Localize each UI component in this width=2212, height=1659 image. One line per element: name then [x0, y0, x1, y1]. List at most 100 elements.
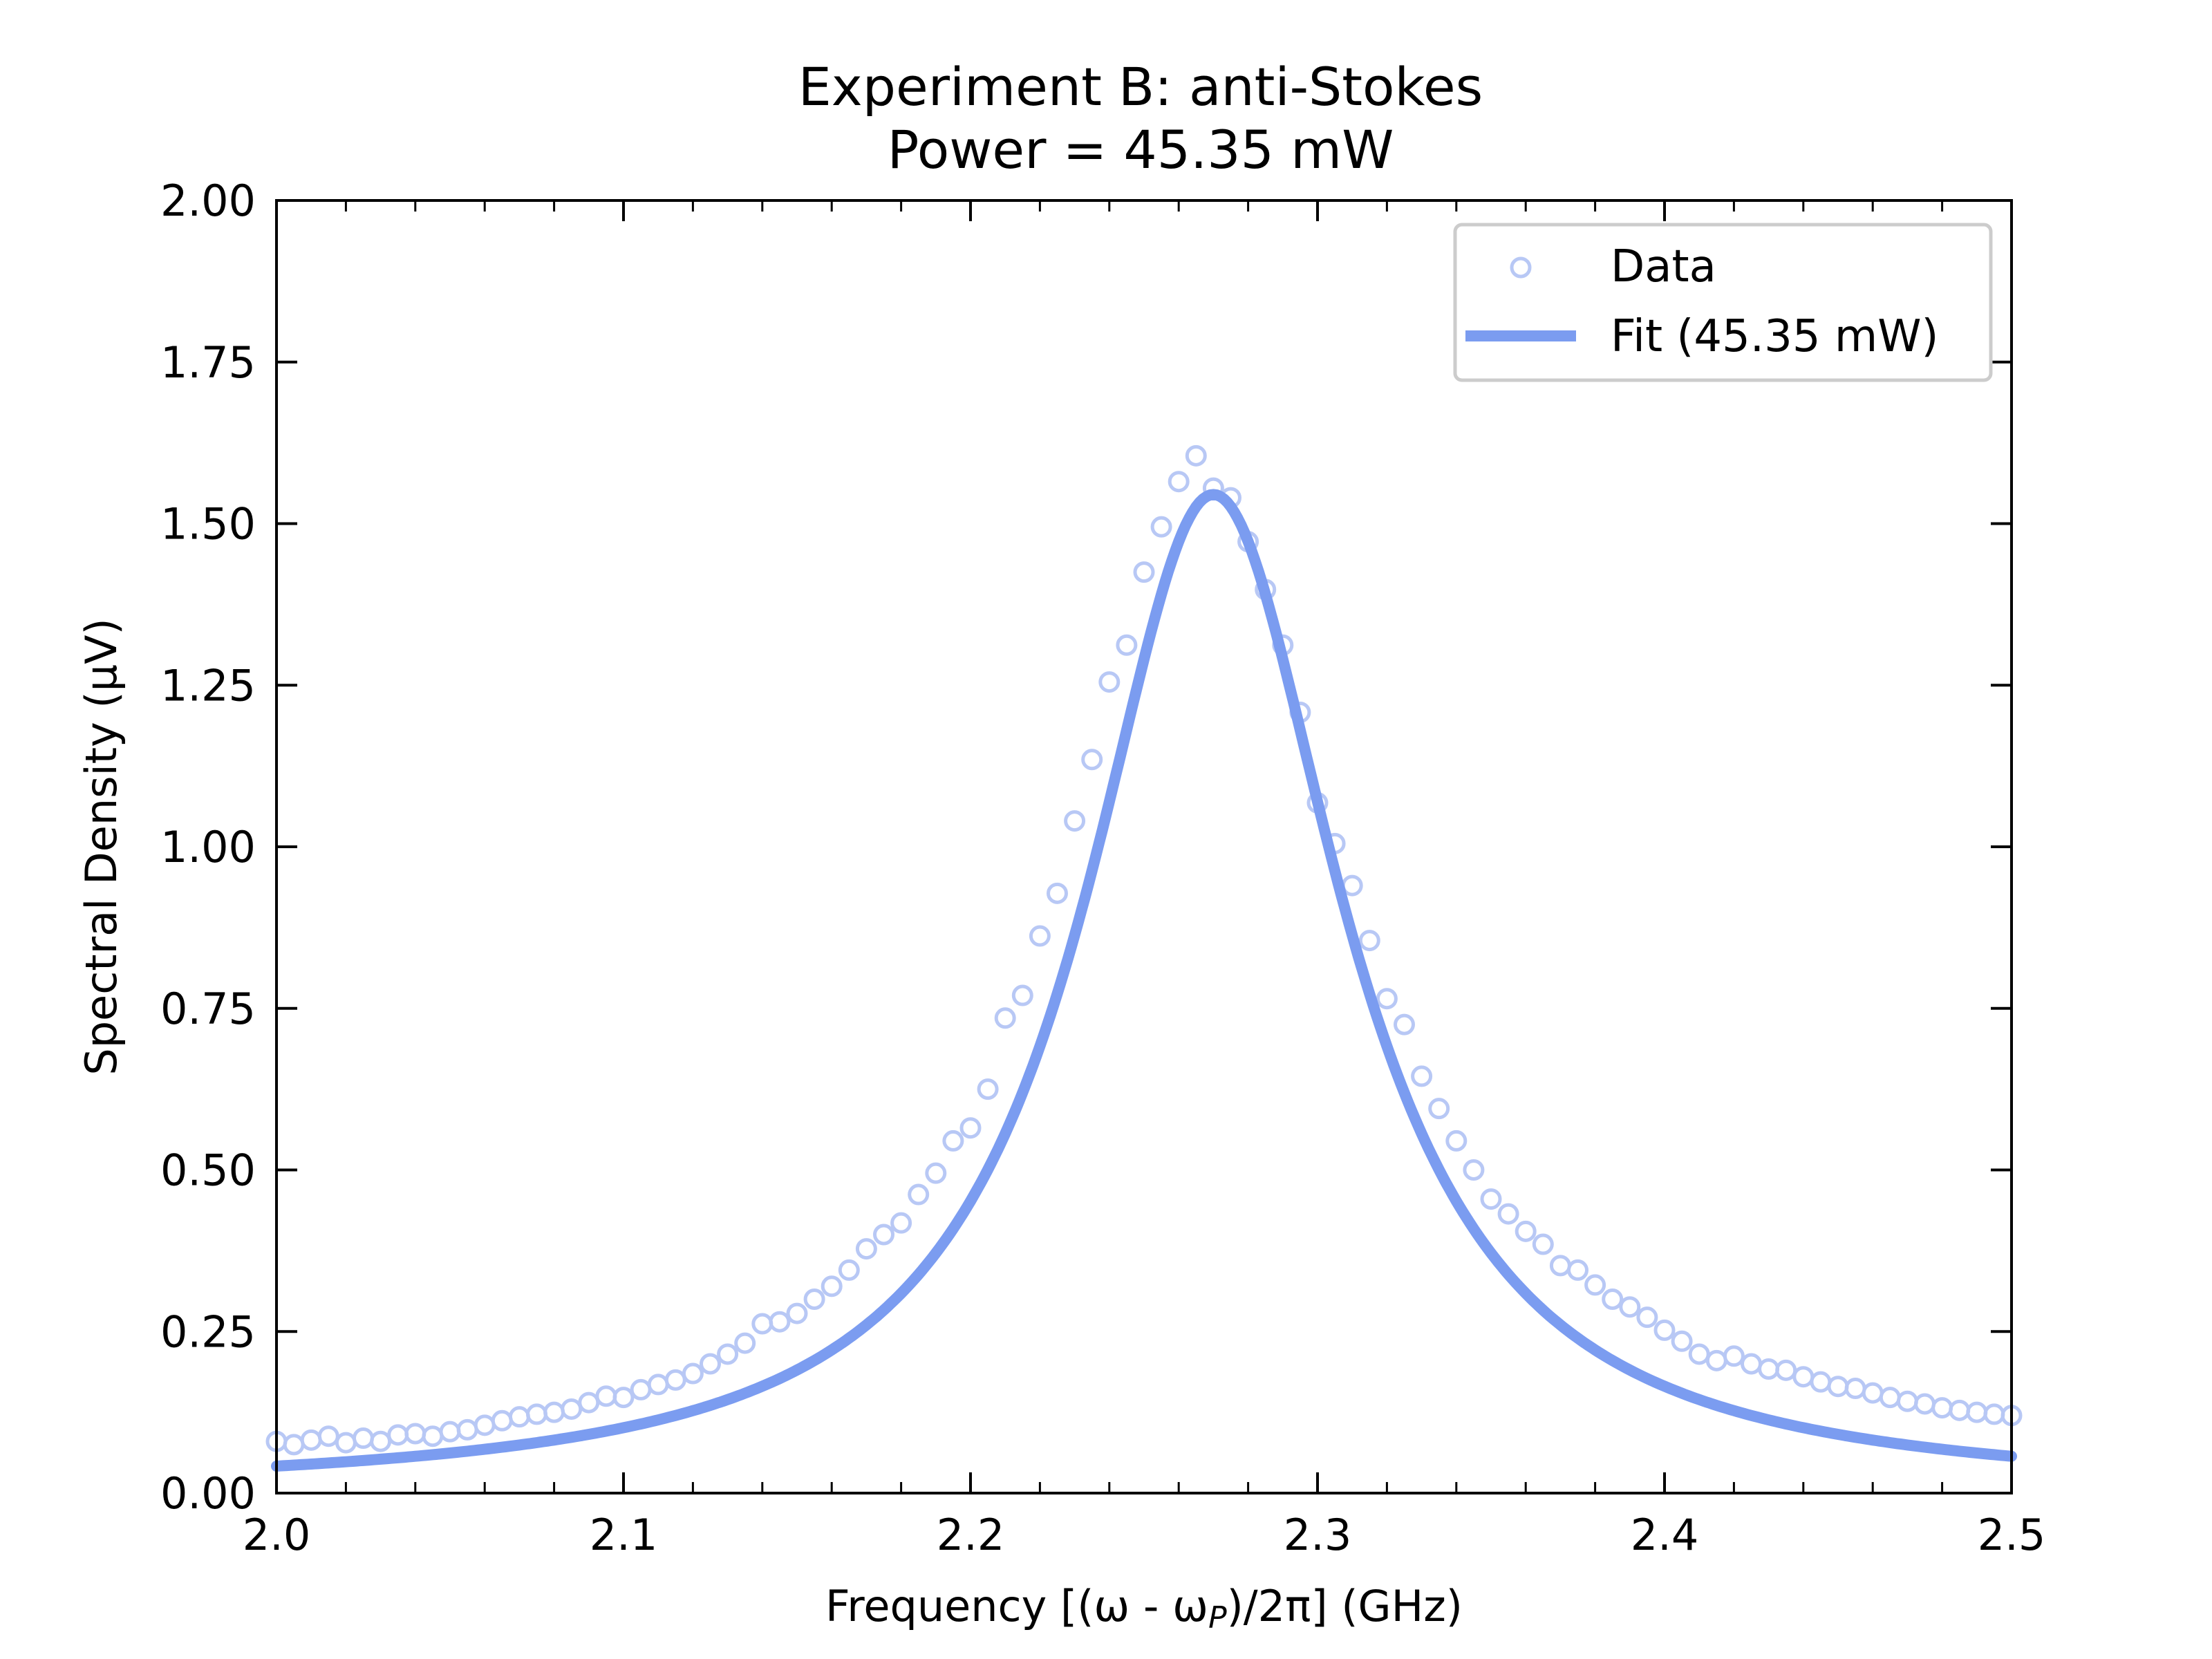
- data-point: [838, 1259, 860, 1281]
- legend-data-label: Data: [1611, 241, 1716, 292]
- y-tick-label: 1.25: [160, 660, 256, 711]
- legend: Data Fit (45.35 mW): [1453, 223, 1993, 382]
- data-point: [1896, 1390, 1918, 1412]
- data-point: [1428, 1098, 1450, 1120]
- data-point: [1827, 1376, 1849, 1398]
- data-point: [353, 1427, 374, 1450]
- data-point: [959, 1117, 982, 1139]
- data-point: [1792, 1366, 1815, 1388]
- data-point: [1636, 1306, 1658, 1329]
- data-point: [491, 1409, 513, 1432]
- data-point: [1862, 1382, 1884, 1404]
- data-point: [803, 1288, 825, 1310]
- data-point: [1411, 1065, 1433, 1087]
- chart-subtitle: Power = 45.35 mW: [888, 119, 1394, 180]
- data-point: [474, 1414, 496, 1436]
- y-tick-label: 2.00: [160, 176, 256, 226]
- x-tick-label: 2.5: [1978, 1510, 2046, 1560]
- data-point: [751, 1313, 774, 1335]
- data-point: [700, 1353, 721, 1375]
- data-point: [977, 1078, 999, 1100]
- data-point: [1983, 1403, 2005, 1425]
- data-point: [1445, 1130, 1468, 1152]
- x-axis-label-subscript: P: [1208, 1600, 1227, 1635]
- data-point: [561, 1398, 583, 1420]
- data-point: [855, 1238, 877, 1260]
- data-point: [873, 1224, 894, 1246]
- data-point: [664, 1369, 686, 1391]
- x-axis-label-tail: )/2π] (GHz): [1227, 1581, 1463, 1631]
- data-point: [1705, 1349, 1727, 1371]
- data-point: [925, 1162, 947, 1184]
- data-point: [1116, 634, 1138, 656]
- data-point: [630, 1378, 652, 1400]
- data-point: [578, 1391, 600, 1414]
- data-point: [387, 1424, 409, 1446]
- data-point: [1463, 1159, 1485, 1181]
- data-point: [1133, 561, 1155, 583]
- data-point: [786, 1302, 808, 1324]
- data-point: [994, 1007, 1016, 1029]
- data-point: [1688, 1343, 1710, 1365]
- legend-data-marker: [1510, 256, 1532, 279]
- x-tick-label: 2.1: [590, 1510, 658, 1560]
- x-axis-label: Frequency [(ω - ωP)/2π] (GHz): [825, 1581, 1463, 1635]
- axis-ticks: 2.0 2.1 2.2 2.3 2.4 2.5 0.00 0.25 0.50 0.75 1.00 1.…: [160, 176, 2045, 1560]
- data-point: [543, 1401, 565, 1423]
- data-point: [1567, 1259, 1588, 1281]
- data-point: [1098, 671, 1121, 693]
- data-point: [422, 1425, 444, 1447]
- y-tick-label: 0.75: [160, 984, 256, 1034]
- data-point: [1532, 1233, 1554, 1255]
- data-point: [1602, 1288, 1624, 1310]
- data-point: [1011, 984, 1033, 1006]
- x-tick-label: 2.3: [1284, 1510, 1352, 1560]
- y-tick-label: 0.00: [160, 1468, 256, 1519]
- data-point: [1931, 1397, 1953, 1419]
- data-point: [1150, 516, 1172, 538]
- data-point: [1549, 1255, 1571, 1277]
- data-point: [1775, 1359, 1797, 1381]
- data-point: [821, 1275, 843, 1297]
- data-point: [1671, 1330, 1693, 1352]
- data-point: [1358, 930, 1380, 952]
- fit-line: [271, 489, 2017, 1472]
- data-point: [1653, 1319, 1676, 1341]
- data-point: [942, 1130, 964, 1152]
- data-point: [717, 1343, 739, 1365]
- data-point: [1394, 1013, 1415, 1035]
- data-point: [1723, 1345, 1745, 1367]
- y-tick-label: 0.50: [160, 1145, 256, 1196]
- x-tick-label: 2.2: [937, 1510, 1005, 1560]
- data-point: [647, 1374, 669, 1396]
- data-point: [508, 1406, 530, 1428]
- data-point: [300, 1429, 322, 1451]
- data-point: [769, 1311, 791, 1333]
- data-point: [890, 1212, 912, 1234]
- x-axis-label-main: Frequency [(ω - ω: [825, 1581, 1208, 1631]
- axes-frame: [275, 199, 2013, 1494]
- data-point: [595, 1385, 617, 1407]
- x-tick-label: 2.0: [243, 1510, 311, 1560]
- data-point: [1949, 1399, 1971, 1421]
- data-point: [1168, 471, 1190, 493]
- x-tick-label: 2.4: [1631, 1510, 1699, 1560]
- y-tick-label: 1.75: [160, 337, 256, 388]
- data-point: [1584, 1274, 1606, 1296]
- y-tick-label: 0.25: [160, 1306, 256, 1357]
- data-point: [1047, 882, 1068, 904]
- data-point: [1966, 1401, 1988, 1423]
- data-point: [734, 1332, 756, 1354]
- data-point: [1758, 1358, 1780, 1380]
- y-axis-label: Spectral Density (μV): [76, 618, 126, 1075]
- data-point: [456, 1418, 478, 1441]
- data-point: [1619, 1296, 1641, 1318]
- data-point: [1480, 1188, 1502, 1210]
- data-point: [1497, 1203, 1519, 1225]
- data-series: [265, 444, 2023, 1456]
- legend-box: [1453, 223, 1993, 382]
- data-point: [908, 1183, 930, 1206]
- y-tick-label: 1.00: [160, 822, 256, 872]
- data-point: [682, 1362, 704, 1385]
